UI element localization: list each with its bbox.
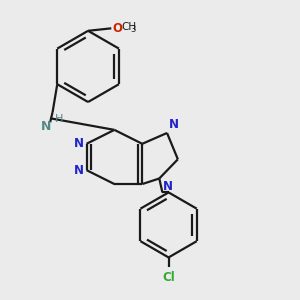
Text: 3: 3	[130, 25, 136, 34]
Text: N: N	[41, 119, 52, 133]
Text: N: N	[74, 137, 83, 150]
Text: N: N	[162, 180, 172, 193]
Text: O: O	[112, 22, 122, 35]
Text: H: H	[55, 114, 64, 124]
Text: Cl: Cl	[162, 272, 175, 284]
Text: N: N	[169, 118, 178, 131]
Text: CH: CH	[121, 22, 136, 32]
Text: N: N	[74, 164, 83, 177]
